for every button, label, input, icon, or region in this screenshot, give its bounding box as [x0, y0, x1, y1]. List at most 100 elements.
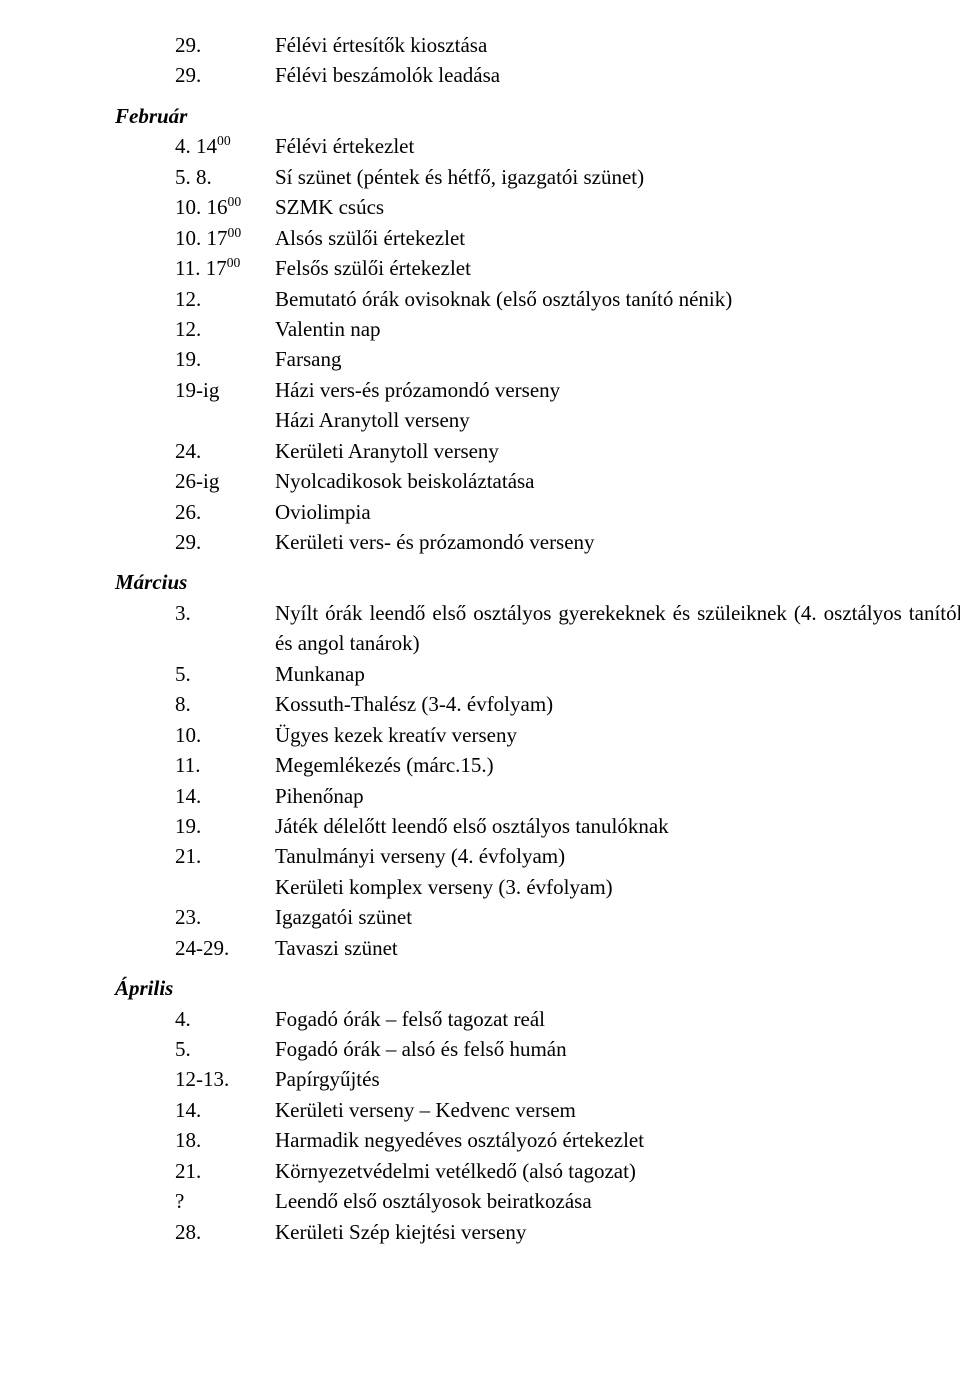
date-cell: 5. — [115, 1034, 275, 1064]
date-cell: 12. — [115, 314, 275, 344]
schedule-row: 21.Környezetvédelmi vetélkedő (alsó tago… — [115, 1156, 960, 1186]
desc-cell: Oviolimpia — [275, 497, 960, 527]
desc-cell: Tavaszi szünet — [275, 933, 960, 963]
desc-cell: Házi Aranytoll verseny — [275, 405, 960, 435]
desc-cell: Ügyes kezek kreatív verseny — [275, 720, 960, 750]
month-heading: Március — [115, 567, 960, 597]
date-cell: 21. — [115, 1156, 275, 1186]
desc-cell: Félévi beszámolók leadása — [275, 60, 960, 90]
schedule-row: 14.Kerületi verseny – Kedvenc versem — [115, 1095, 960, 1125]
schedule-row: 12.Valentin nap — [115, 314, 960, 344]
desc-cell: Házi vers-és prózamondó verseny — [275, 375, 960, 405]
schedule-row: 28.Kerületi Szép kiejtési verseny — [115, 1217, 960, 1247]
desc-cell: Tanulmányi verseny (4. évfolyam) — [275, 841, 960, 871]
date-cell: 19. — [115, 344, 275, 374]
desc-cell: Nyolcadikosok beiskoláztatása — [275, 466, 960, 496]
desc-cell: SZMK csúcs — [275, 192, 960, 222]
desc-cell: Felsős szülői értekezlet — [275, 253, 960, 283]
schedule-row: 21.Tanulmányi verseny (4. évfolyam) — [115, 841, 960, 871]
desc-cell: Alsós szülői értekezlet — [275, 223, 960, 253]
date-cell: 4. 1400 — [115, 131, 275, 161]
date-cell: 14. — [115, 781, 275, 811]
desc-cell: Kossuth-Thalész (3-4. évfolyam) — [275, 689, 960, 719]
desc-cell: Félévi értesítők kiosztása — [275, 30, 960, 60]
schedule-row: 26.Oviolimpia — [115, 497, 960, 527]
date-cell: 10. — [115, 720, 275, 750]
desc-cell: Bemutató órák ovisoknak (első osztályos … — [275, 284, 960, 314]
date-cell: 10. 1700 — [115, 223, 275, 253]
date-superscript: 00 — [227, 255, 241, 270]
schedule-row: 14.Pihenőnap — [115, 781, 960, 811]
schedule-row: 23.Igazgatói szünet — [115, 902, 960, 932]
schedule-row: 3.Nyílt órák leendő első osztályos gyere… — [115, 598, 960, 659]
schedule-row: 24-29.Tavaszi szünet — [115, 933, 960, 963]
date-cell: 23. — [115, 902, 275, 932]
schedule-row: 29.Félévi beszámolók leadása — [115, 60, 960, 90]
desc-cell: Pihenőnap — [275, 781, 960, 811]
date-cell: 24-29. — [115, 933, 275, 963]
date-cell: 11. — [115, 750, 275, 780]
date-cell: 24. — [115, 436, 275, 466]
date-cell: 18. — [115, 1125, 275, 1155]
schedule-row: 19.Játék délelőtt leendő első osztályos … — [115, 811, 960, 841]
schedule-row: 19-igHázi vers-és prózamondó verseny — [115, 375, 960, 405]
date-text: 10. 16 — [175, 195, 228, 219]
date-cell: 12. — [115, 284, 275, 314]
date-text: 10. 17 — [175, 226, 228, 250]
schedule-row: 4.Fogadó órák – felső tagozat reál — [115, 1004, 960, 1034]
schedule-row: 10. 1700Alsós szülői értekezlet — [115, 223, 960, 253]
schedule-row: 4. 1400Félévi értekezlet — [115, 131, 960, 161]
date-cell — [115, 405, 275, 435]
schedule-row: 11.Megemlékezés (márc.15.) — [115, 750, 960, 780]
date-cell: 8. — [115, 689, 275, 719]
date-cell: 4. — [115, 1004, 275, 1034]
date-cell: 14. — [115, 1095, 275, 1125]
date-cell — [115, 872, 275, 902]
desc-cell: Sí szünet (péntek és hétfő, igazgatói sz… — [275, 162, 960, 192]
month-heading: Február — [115, 101, 960, 131]
date-superscript: 00 — [228, 225, 242, 240]
schedule-row: 12-13.Papírgyűjtés — [115, 1064, 960, 1094]
desc-cell: Munkanap — [275, 659, 960, 689]
schedule-row: 10.Ügyes kezek kreatív verseny — [115, 720, 960, 750]
schedule-row: 5. 8.Sí szünet (péntek és hétfő, igazgat… — [115, 162, 960, 192]
desc-cell: Papírgyűjtés — [275, 1064, 960, 1094]
schedule-row: 10. 1600 SZMK csúcs — [115, 192, 960, 222]
schedule-row: 5.Fogadó órák – alsó és felső humán — [115, 1034, 960, 1064]
schedule-document: 29.Félévi értesítők kiosztása29.Félévi b… — [115, 30, 960, 1247]
date-cell: 29. — [115, 527, 275, 557]
desc-cell: Nyílt órák leendő első osztályos gyereke… — [275, 598, 960, 659]
date-cell: ? — [115, 1186, 275, 1216]
date-cell: 26-ig — [115, 466, 275, 496]
schedule-row: ?Leendő első osztályosok beiratkozása — [115, 1186, 960, 1216]
schedule-row: 29.Kerületi vers- és prózamondó verseny — [115, 527, 960, 557]
desc-cell: Valentin nap — [275, 314, 960, 344]
desc-cell: Leendő első osztályosok beiratkozása — [275, 1186, 960, 1216]
schedule-row: Kerületi komplex verseny (3. évfolyam) — [115, 872, 960, 902]
desc-cell: Harmadik negyedéves osztályozó értekezle… — [275, 1125, 960, 1155]
schedule-row: 18.Harmadik negyedéves osztályozó érteke… — [115, 1125, 960, 1155]
date-cell: 29. — [115, 30, 275, 60]
schedule-row: 26-igNyolcadikosok beiskoláztatása — [115, 466, 960, 496]
desc-cell: Kerületi verseny – Kedvenc versem — [275, 1095, 960, 1125]
desc-cell: Megemlékezés (márc.15.) — [275, 750, 960, 780]
desc-cell: Fogadó órák – alsó és felső humán — [275, 1034, 960, 1064]
desc-cell: Környezetvédelmi vetélkedő (alsó tagozat… — [275, 1156, 960, 1186]
schedule-row: 12.Bemutató órák ovisoknak (első osztály… — [115, 284, 960, 314]
desc-cell: Félévi értekezlet — [275, 131, 960, 161]
date-cell: 19-ig — [115, 375, 275, 405]
date-superscript: 00 — [217, 133, 231, 148]
desc-cell: Farsang — [275, 344, 960, 374]
date-cell: 11. 1700 — [115, 253, 275, 283]
date-cell: 5. 8. — [115, 162, 275, 192]
date-cell: 26. — [115, 497, 275, 527]
date-text: 4. 14 — [175, 134, 217, 158]
date-cell: 19. — [115, 811, 275, 841]
schedule-row: 24.Kerületi Aranytoll verseny — [115, 436, 960, 466]
schedule-row: 8.Kossuth-Thalész (3-4. évfolyam) — [115, 689, 960, 719]
schedule-row: 19.Farsang — [115, 344, 960, 374]
month-heading: Április — [115, 973, 960, 1003]
date-cell: 5. — [115, 659, 275, 689]
date-cell: 12-13. — [115, 1064, 275, 1094]
date-superscript: 00 — [228, 194, 242, 209]
